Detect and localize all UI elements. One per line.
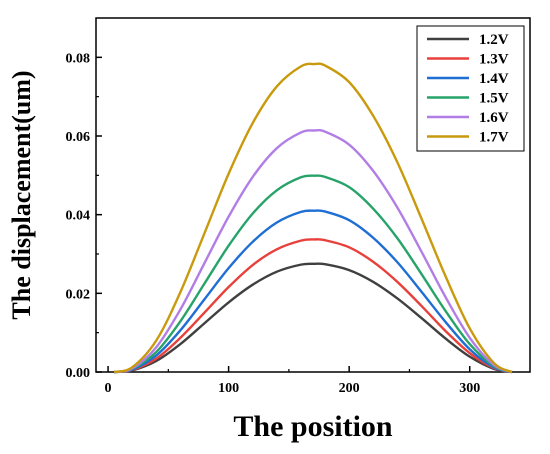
x-tick-label: 0: [105, 381, 112, 396]
y-axis-ticks: 0.00 0.02 0.04 0.06 0.08: [66, 51, 102, 381]
series-line: [113, 262, 513, 374]
legend-box: [416, 25, 525, 152]
legend-label: 1.7V: [479, 130, 509, 146]
y-tick-label: 0.04: [66, 209, 91, 224]
legend-label: 1.4V: [479, 71, 509, 87]
x-tick-label: 200: [339, 381, 360, 396]
y-axis-title: The displacement(um): [7, 70, 36, 319]
series-line: [113, 62, 513, 374]
x-tick-label: 300: [459, 381, 480, 396]
series-line: [113, 209, 513, 374]
plot-frame: [95, 17, 531, 373]
y-tick-label: 0.06: [66, 130, 91, 145]
legend-label: 1.2V: [479, 32, 509, 48]
legend-label: 1.5V: [479, 91, 509, 107]
legend-label: 1.3V: [479, 52, 509, 68]
x-tick-label: 100: [218, 381, 239, 396]
legend-label: 1.6V: [479, 110, 509, 126]
series-lines: [113, 62, 513, 374]
y-tick-label: 0.02: [66, 287, 91, 302]
x-axis-title: The position: [233, 410, 393, 443]
series-line: [113, 174, 513, 374]
series-line: [113, 128, 513, 374]
x-axis-ticks: 0 100 200 300: [105, 366, 480, 396]
y-tick-label: 0.08: [66, 51, 91, 66]
y-tick-label: 0.00: [66, 366, 91, 381]
legend: 1.2V 1.3V 1.4V 1.5V 1.6V 1.7V: [416, 25, 525, 152]
series-line: [113, 238, 513, 374]
